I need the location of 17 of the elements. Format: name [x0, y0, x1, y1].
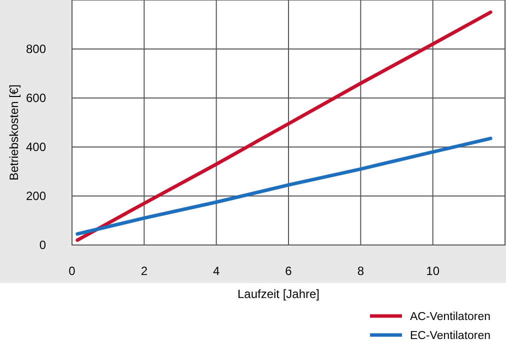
y-tick-label: 200: [26, 189, 46, 203]
x-tick-label: 2: [140, 264, 148, 278]
y-axis-title: Betriebskosten [€]: [7, 84, 21, 181]
x-tick-label: 0: [68, 264, 76, 278]
y-tick-label: 800: [26, 42, 46, 56]
x-tick-label: 6: [285, 264, 292, 278]
line-series: [76, 10, 492, 242]
y-tick-label: 600: [26, 91, 46, 105]
line-series: [76, 136, 492, 236]
x-tick-label: 8: [357, 264, 364, 278]
y-tick-label: 0: [39, 238, 46, 252]
y-tick-label: 400: [26, 140, 46, 154]
legend-label: EC-Ventilatoren: [410, 330, 491, 342]
x-axis-title: Laufzeit [Jahre]: [237, 287, 320, 301]
x-tick-label: 10: [426, 264, 440, 278]
x-tick-label: 4: [212, 264, 220, 278]
legend-label: AC-Ventilatoren: [410, 311, 491, 323]
